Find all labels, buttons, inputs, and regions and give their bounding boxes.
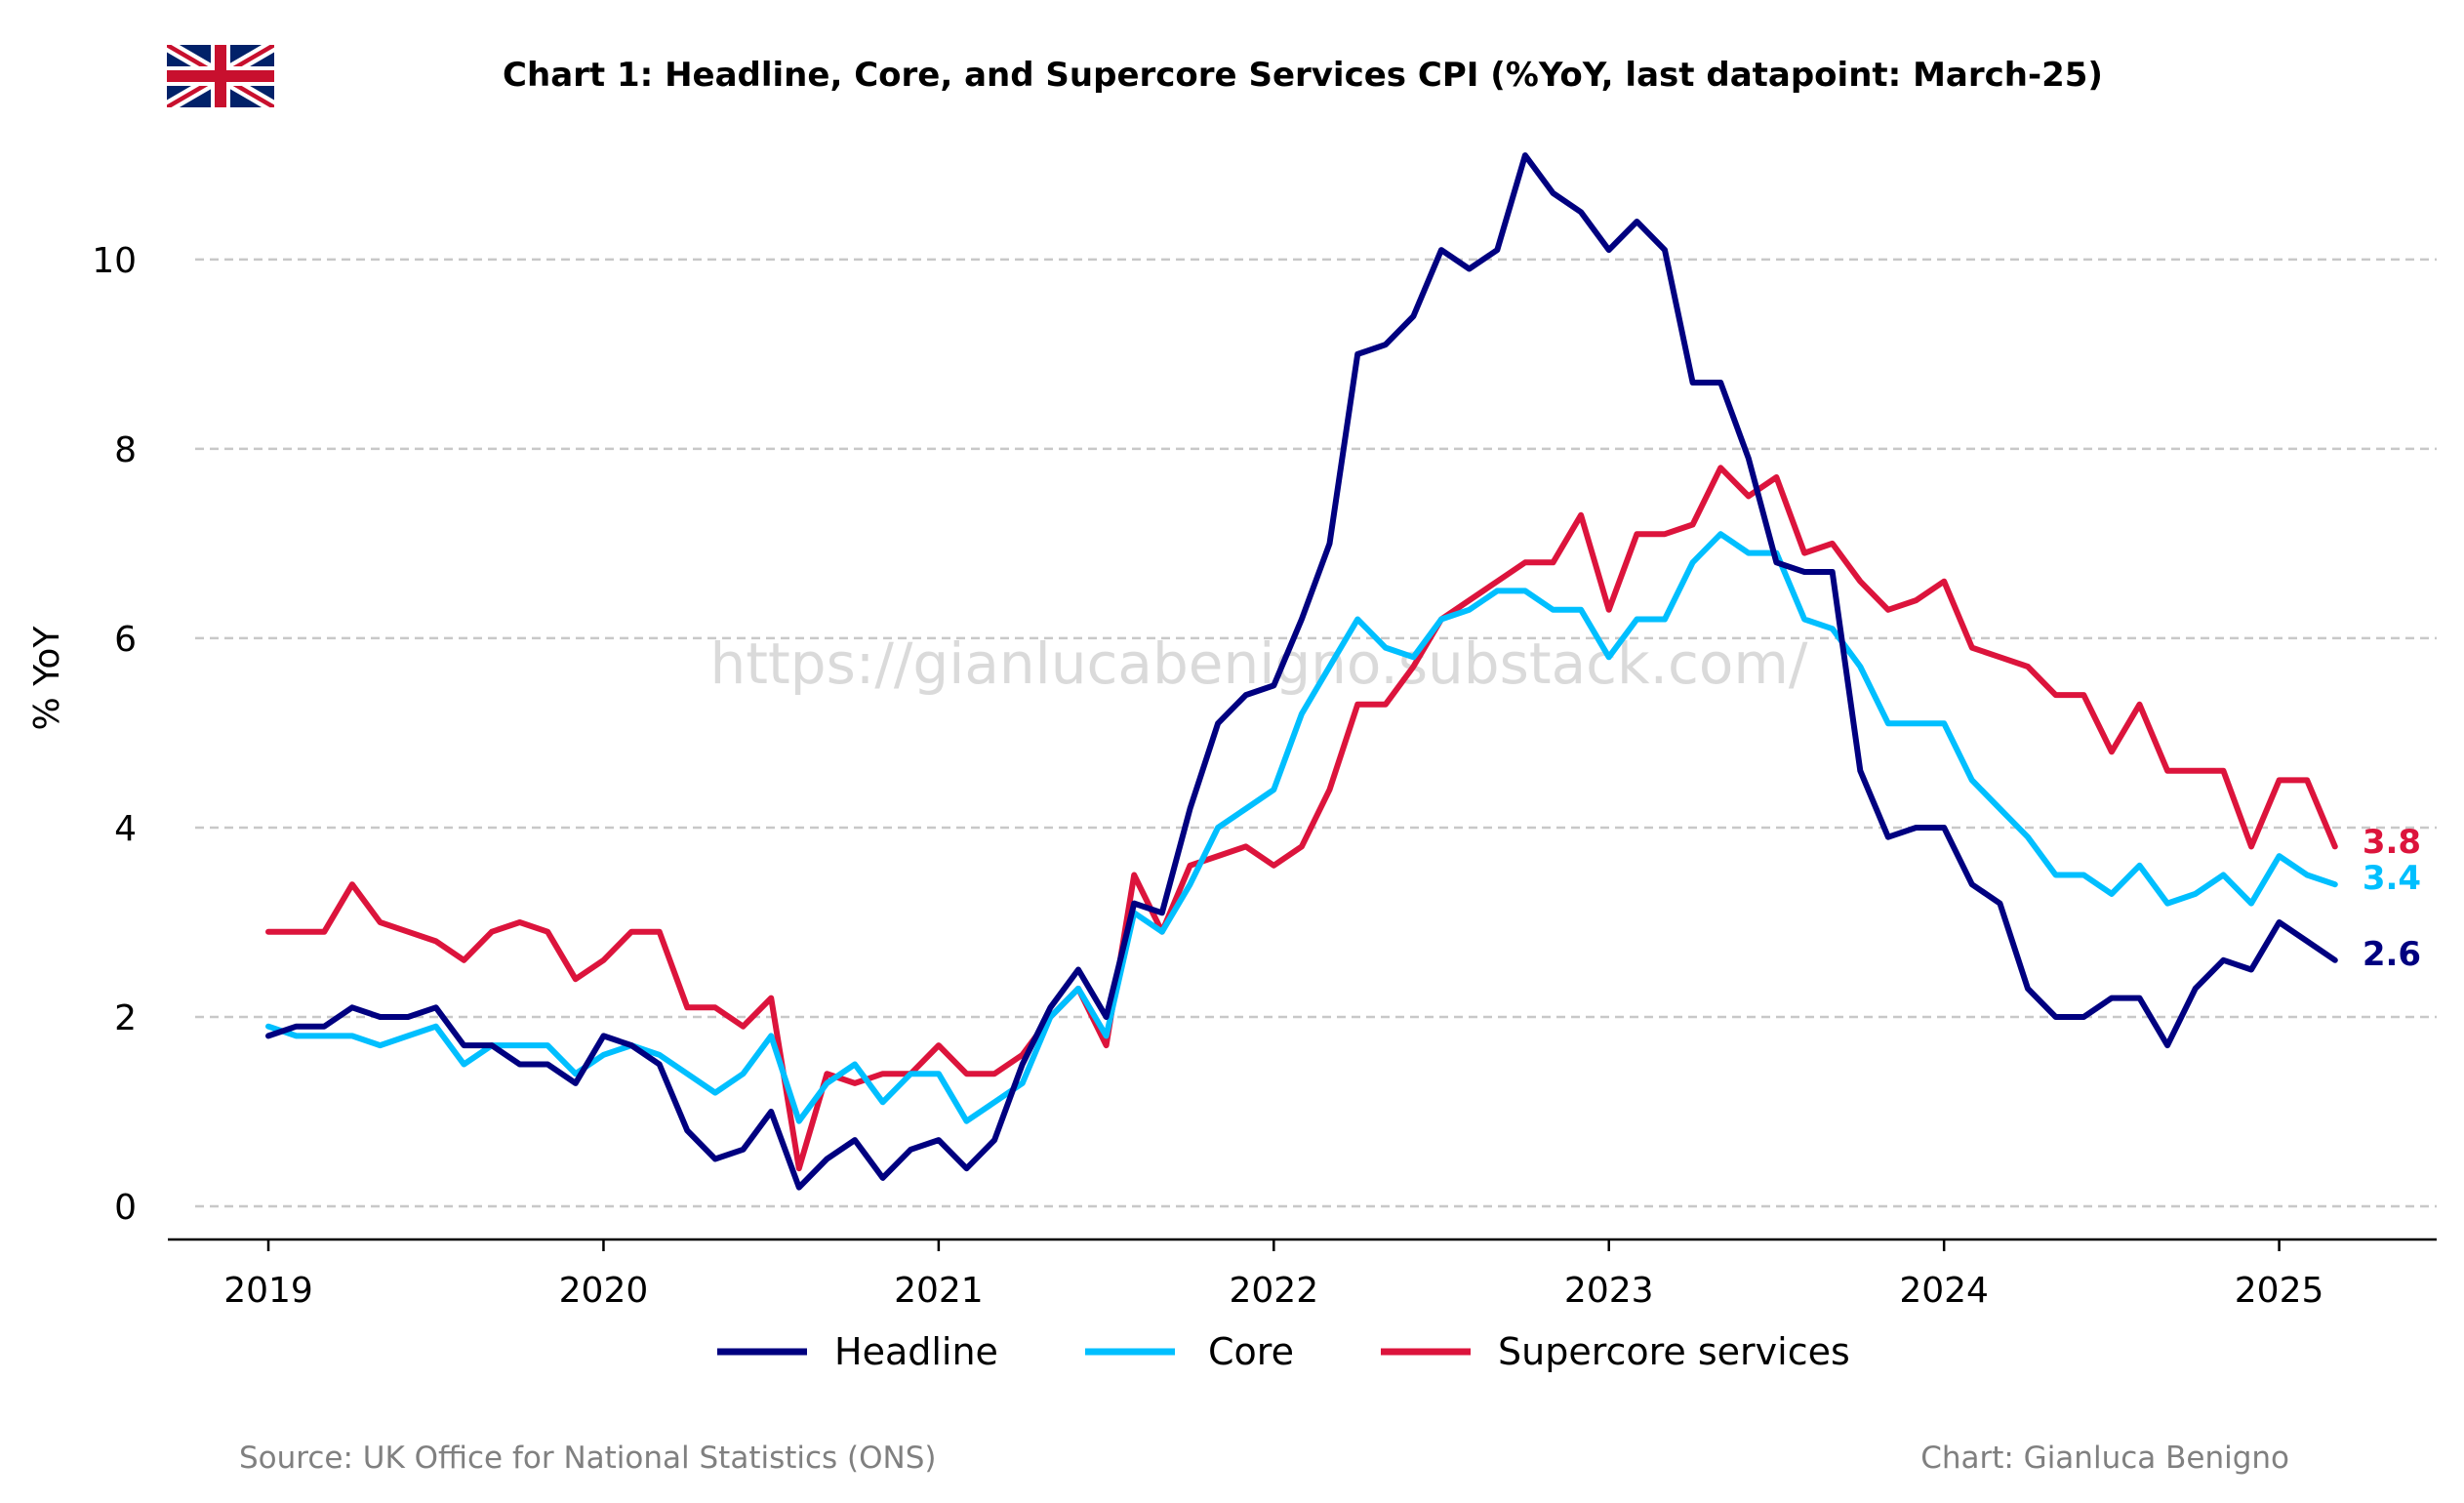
y-tick-label: 8 <box>114 430 137 470</box>
legend-label: Headline <box>834 1330 998 1373</box>
x-tick-label: 2023 <box>1564 1271 1654 1311</box>
series-lines <box>265 152 2338 1191</box>
legend-label: Supercore services <box>1498 1330 1850 1373</box>
y-tick-label: 4 <box>114 809 137 849</box>
y-tick-label: 2 <box>114 998 137 1038</box>
chart-title: Chart 1: Headline, Core, and Supercore S… <box>503 56 2103 95</box>
end-label-core: 3.4 <box>2363 859 2421 898</box>
legend: Headline Core Supercore services <box>717 1330 1850 1373</box>
source-note: Source: UK Office for National Statistic… <box>239 1441 937 1476</box>
grid-lines <box>195 258 2437 1208</box>
y-tick-label: 10 <box>92 241 137 281</box>
x-tick-label: 2025 <box>2235 1271 2324 1311</box>
x-tick-label: 2020 <box>559 1271 649 1311</box>
series-line-core <box>265 531 2338 1124</box>
y-axis-ticks: 0 2 4 6 8 10 <box>92 241 137 1228</box>
end-label-supercore-services: 3.8 <box>2363 823 2421 862</box>
end-value-labels: 2.6 3.43.8 <box>2363 823 2421 974</box>
x-tick-label: 2019 <box>223 1271 313 1311</box>
series-line-headline <box>265 152 2338 1191</box>
x-tick-label: 2022 <box>1229 1271 1318 1311</box>
legend-label: Core <box>1208 1330 1294 1373</box>
y-tick-label: 0 <box>114 1188 137 1228</box>
chart-credit: Chart: Gianluca Benigno <box>1920 1441 2289 1476</box>
x-axis-ticks: 2019 2020 2021 2022 2023 2024 2025 <box>223 1239 2323 1311</box>
uk-flag-icon <box>167 45 274 107</box>
y-tick-label: 6 <box>114 620 137 660</box>
x-tick-label: 2024 <box>1899 1271 1989 1311</box>
y-axis-label: % YoY <box>27 626 67 731</box>
watermark: https://gianlucabenigno.substack.com/ <box>710 630 1808 697</box>
x-tick-label: 2021 <box>894 1271 984 1311</box>
series-line-supercore-services <box>265 465 2338 1172</box>
end-label-headline: 2.6 <box>2363 935 2421 974</box>
